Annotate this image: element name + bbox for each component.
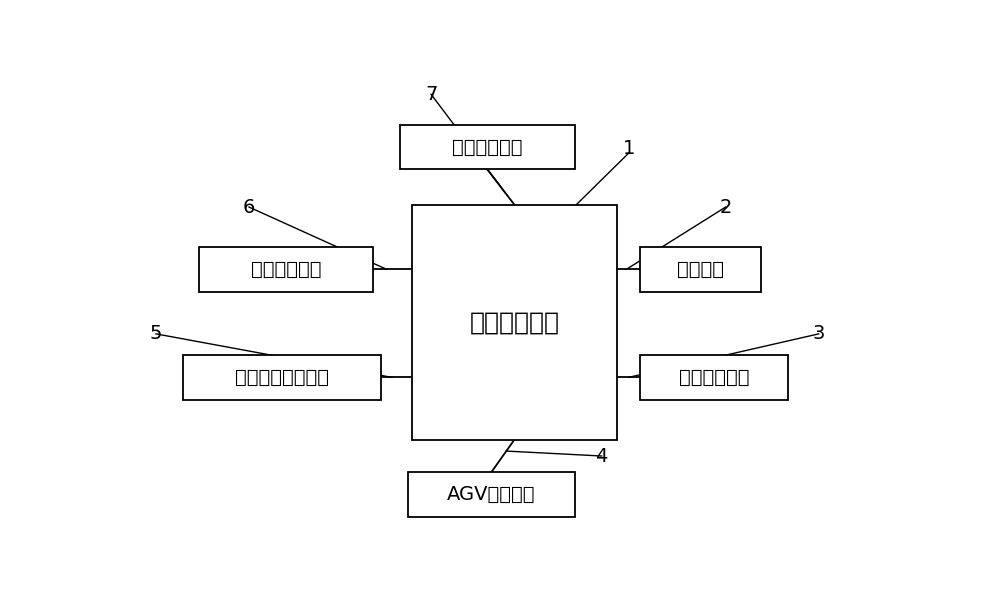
Text: 1: 1 [623,139,635,158]
Text: 4: 4 [595,447,608,465]
Bar [400,125,574,170]
Text: 生产状态监控模块: 生产状态监控模块 [235,368,329,387]
Text: 数据存储模块: 数据存储模块 [452,138,523,157]
Text: 5: 5 [150,325,162,343]
Text: 3: 3 [812,325,825,343]
Text: AGV调度模块: AGV调度模块 [447,486,535,504]
Bar [640,355,788,400]
Text: 上位机控制器: 上位机控制器 [469,310,559,334]
Bar [183,355,381,400]
Text: 任务管理模块: 任务管理模块 [251,260,321,279]
Bar [640,247,761,292]
Bar [412,205,617,440]
Text: 通信模块: 通信模块 [677,260,724,279]
Text: 6: 6 [243,198,255,217]
Bar [199,247,373,292]
Text: 2: 2 [719,198,732,217]
Text: 地图建模模块: 地图建模模块 [679,368,749,387]
Text: 7: 7 [425,85,437,104]
Bar [408,472,574,517]
